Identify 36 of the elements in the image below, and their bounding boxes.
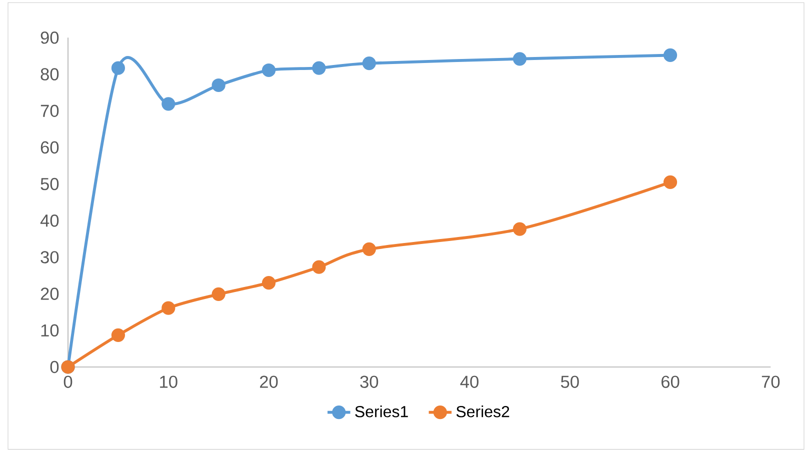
point [312, 260, 326, 274]
x-tick-label: 20 [260, 376, 278, 388]
y-tick-label: 0 [50, 360, 59, 374]
x-tick-label: 50 [560, 376, 579, 388]
point [111, 328, 125, 342]
point [362, 242, 376, 256]
x-tick-label: 60 [662, 376, 680, 388]
point [663, 48, 678, 62]
point [262, 63, 276, 78]
y-tick-label: 70 [40, 104, 59, 117]
point [212, 78, 226, 92]
legend-label: Series2 [456, 406, 510, 418]
y-tick-label: 50 [40, 178, 59, 190]
point [663, 175, 678, 190]
y-tick-label: 20 [40, 288, 59, 300]
point [362, 56, 376, 70]
point [512, 222, 527, 236]
point [512, 52, 527, 66]
point [162, 301, 176, 315]
point [212, 287, 226, 301]
x-tick-label: 70 [762, 376, 780, 388]
point [312, 61, 326, 75]
y-tick-label: 30 [40, 251, 59, 264]
y-tick-label: 90 [40, 32, 59, 44]
legend-label: Series1 [355, 406, 408, 418]
x-tick-label: 30 [360, 376, 378, 388]
point [262, 276, 276, 290]
y-tick-label: 80 [40, 68, 59, 80]
x-tick-label: 10 [160, 376, 178, 388]
x-tick-label: 0 [64, 376, 72, 388]
point [111, 61, 125, 75]
y-tick-label: 60 [40, 141, 59, 154]
x-tick-label: 40 [460, 376, 478, 388]
y-tick-label: 40 [40, 214, 59, 227]
y-tick-label: 10 [41, 324, 59, 337]
point [162, 97, 176, 111]
